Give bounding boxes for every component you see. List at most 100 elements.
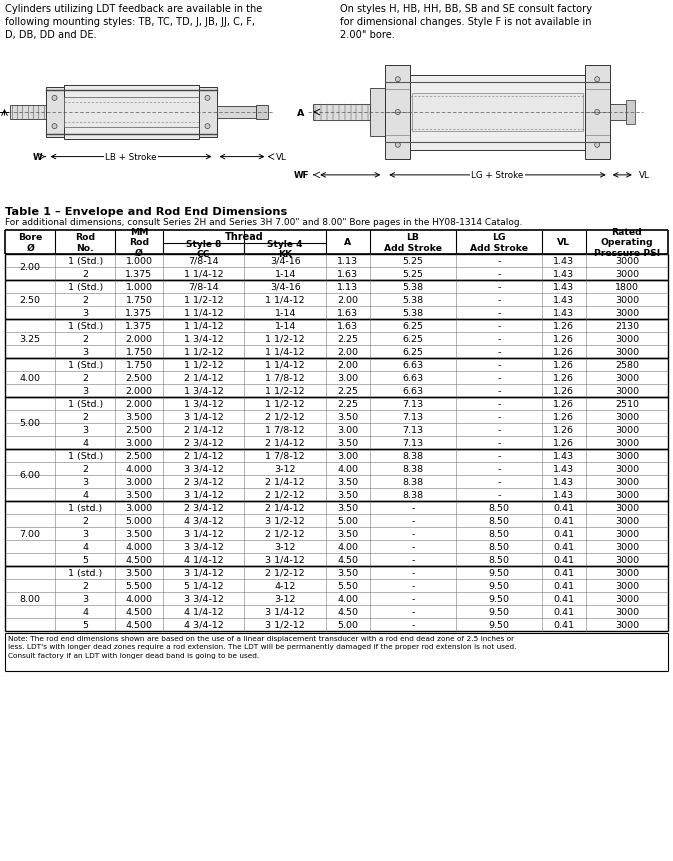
- Text: -: -: [411, 542, 415, 551]
- Text: 1 7/8-12: 1 7/8-12: [265, 425, 305, 435]
- Text: MM
Rod
Ø: MM Rod Ø: [129, 228, 149, 257]
- Text: 0.41: 0.41: [553, 594, 575, 604]
- Text: 3000: 3000: [615, 269, 639, 279]
- Text: 3: 3: [82, 425, 88, 435]
- Text: 2.25: 2.25: [337, 387, 358, 395]
- Text: 1.43: 1.43: [553, 269, 575, 279]
- Text: 3000: 3000: [615, 594, 639, 604]
- Text: 4 3/4-12: 4 3/4-12: [184, 517, 223, 525]
- Text: 3000: 3000: [615, 478, 639, 486]
- Text: -: -: [411, 517, 415, 525]
- Text: For additional dimensions, consult Series 2H and Series 3H 7.00" and 8.00" Bore : For additional dimensions, consult Serie…: [5, 218, 522, 226]
- Bar: [63, 86, 199, 139]
- Text: 2 1/2-12: 2 1/2-12: [265, 568, 305, 578]
- Text: 9.50: 9.50: [489, 594, 509, 604]
- Text: 4: 4: [82, 542, 88, 551]
- Text: 9.50: 9.50: [489, 568, 509, 578]
- Text: 1.750: 1.750: [125, 361, 152, 369]
- Text: 2 3/4-12: 2 3/4-12: [184, 478, 223, 486]
- Text: 3000: 3000: [615, 348, 639, 356]
- Text: 8.50: 8.50: [489, 517, 509, 525]
- Text: 3000: 3000: [615, 425, 639, 435]
- Text: VL: VL: [275, 153, 287, 162]
- Text: 5.38: 5.38: [402, 282, 423, 292]
- Text: 3.000: 3.000: [125, 504, 153, 512]
- Circle shape: [205, 125, 210, 129]
- Text: 2.00: 2.00: [337, 295, 358, 305]
- Text: 4: 4: [82, 438, 88, 448]
- Text: 2.500: 2.500: [125, 374, 152, 382]
- Text: 3: 3: [82, 594, 88, 604]
- Text: 2: 2: [82, 412, 88, 422]
- Text: 3.00: 3.00: [337, 451, 358, 461]
- Circle shape: [395, 143, 400, 148]
- Text: 4.000: 4.000: [125, 542, 152, 551]
- Text: 1 1/2-12: 1 1/2-12: [184, 348, 223, 356]
- Text: 8.50: 8.50: [489, 504, 509, 512]
- Text: -: -: [497, 348, 501, 356]
- Text: 3000: 3000: [615, 568, 639, 578]
- Text: 2: 2: [82, 295, 88, 305]
- Text: 1.26: 1.26: [553, 322, 575, 331]
- Text: 1.63: 1.63: [337, 322, 358, 331]
- Text: 5.38: 5.38: [402, 295, 423, 305]
- Text: 3000: 3000: [615, 607, 639, 616]
- Text: 3.50: 3.50: [337, 438, 358, 448]
- Text: 3000: 3000: [615, 438, 639, 448]
- Text: 5.500: 5.500: [125, 581, 152, 591]
- Text: 3 1/2-12: 3 1/2-12: [265, 517, 305, 525]
- Text: 1.26: 1.26: [553, 438, 575, 448]
- Text: 7/8-14: 7/8-14: [188, 282, 219, 292]
- Text: 8.38: 8.38: [402, 478, 423, 486]
- Text: 6.25: 6.25: [402, 322, 423, 331]
- Text: 3 3/4-12: 3 3/4-12: [184, 464, 223, 474]
- Text: 3-12: 3-12: [275, 594, 296, 604]
- Text: 1.000: 1.000: [125, 257, 152, 266]
- Text: 3/4-16: 3/4-16: [270, 257, 300, 266]
- Text: 8.38: 8.38: [402, 491, 423, 499]
- Text: On styles H, HB, HH, BB, SB and SE consult factory
for dimensional changes. Styl: On styles H, HB, HH, BB, SB and SE consu…: [340, 4, 592, 40]
- Bar: [313, 105, 370, 121]
- Text: 8.38: 8.38: [402, 464, 423, 474]
- Text: 1-14: 1-14: [275, 322, 296, 331]
- Text: 4.50: 4.50: [337, 607, 358, 616]
- Text: 3000: 3000: [615, 464, 639, 474]
- Text: 3000: 3000: [615, 491, 639, 499]
- Text: 1.13: 1.13: [337, 282, 358, 292]
- Text: 2: 2: [82, 464, 88, 474]
- Text: 4.50: 4.50: [337, 555, 358, 564]
- Text: 2: 2: [82, 517, 88, 525]
- Text: 4.00: 4.00: [337, 542, 358, 551]
- Text: 1.43: 1.43: [553, 257, 575, 266]
- Text: 1 3/4-12: 1 3/4-12: [184, 335, 223, 344]
- Text: -: -: [411, 504, 415, 512]
- Text: 5.25: 5.25: [402, 269, 423, 279]
- Text: 5.25: 5.25: [402, 257, 423, 266]
- Text: 5.000: 5.000: [125, 517, 152, 525]
- Text: Note: The rod end dimensions shown are based on the use of a linear displacement: Note: The rod end dimensions shown are b…: [8, 635, 516, 659]
- Text: 5.50: 5.50: [337, 581, 358, 591]
- Text: 3.00: 3.00: [337, 425, 358, 435]
- Text: 3 1/2-12: 3 1/2-12: [265, 620, 305, 629]
- Text: -: -: [411, 607, 415, 616]
- Circle shape: [205, 96, 210, 102]
- Text: 1.43: 1.43: [553, 478, 575, 486]
- Text: 3/4-16: 3/4-16: [270, 282, 300, 292]
- Text: -: -: [497, 295, 501, 305]
- Text: 1 1/2-12: 1 1/2-12: [184, 295, 223, 305]
- Text: 3.00: 3.00: [337, 374, 358, 382]
- Text: 3000: 3000: [615, 374, 639, 382]
- Text: 2 1/2-12: 2 1/2-12: [265, 491, 305, 499]
- Text: 2: 2: [82, 374, 88, 382]
- Text: 8.50: 8.50: [489, 555, 509, 564]
- Text: -: -: [497, 269, 501, 279]
- Text: 4.000: 4.000: [125, 464, 152, 474]
- Text: 3000: 3000: [615, 517, 639, 525]
- Text: 2 3/4-12: 2 3/4-12: [184, 504, 223, 512]
- Text: 4: 4: [82, 607, 88, 616]
- Text: 2: 2: [82, 269, 88, 279]
- Text: 7.13: 7.13: [402, 438, 423, 448]
- Text: -: -: [497, 451, 501, 461]
- Text: -: -: [497, 374, 501, 382]
- Text: 4.00: 4.00: [20, 374, 40, 382]
